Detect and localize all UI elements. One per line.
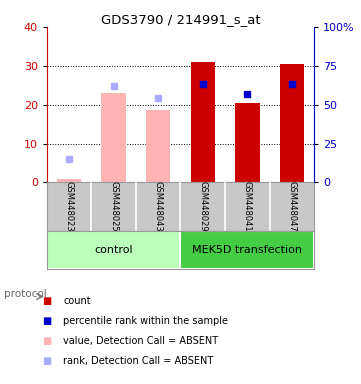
Text: GSM448023: GSM448023 xyxy=(65,181,74,232)
Bar xyxy=(191,62,215,182)
Bar xyxy=(101,93,126,182)
Text: GSM448043: GSM448043 xyxy=(154,181,163,232)
Bar xyxy=(57,179,82,182)
Bar xyxy=(146,111,170,182)
Text: ■: ■ xyxy=(42,316,52,326)
Bar xyxy=(279,64,304,182)
Text: GSM448025: GSM448025 xyxy=(109,181,118,232)
Text: rank, Detection Call = ABSENT: rank, Detection Call = ABSENT xyxy=(63,356,213,366)
Bar xyxy=(180,231,314,269)
Text: percentile rank within the sample: percentile rank within the sample xyxy=(63,316,228,326)
Text: value, Detection Call = ABSENT: value, Detection Call = ABSENT xyxy=(63,336,218,346)
Text: GSM448047: GSM448047 xyxy=(287,181,296,232)
Title: GDS3790 / 214991_s_at: GDS3790 / 214991_s_at xyxy=(101,13,260,26)
Text: ■: ■ xyxy=(42,296,52,306)
Text: control: control xyxy=(95,245,133,255)
Text: protocol: protocol xyxy=(4,289,46,299)
Text: ■: ■ xyxy=(42,356,52,366)
Bar xyxy=(235,103,260,182)
Text: GSM448029: GSM448029 xyxy=(198,181,207,232)
Text: MEK5D transfection: MEK5D transfection xyxy=(192,245,302,255)
Text: GSM448041: GSM448041 xyxy=(243,181,252,232)
Text: ■: ■ xyxy=(42,336,52,346)
Bar xyxy=(47,231,180,269)
Text: count: count xyxy=(63,296,91,306)
